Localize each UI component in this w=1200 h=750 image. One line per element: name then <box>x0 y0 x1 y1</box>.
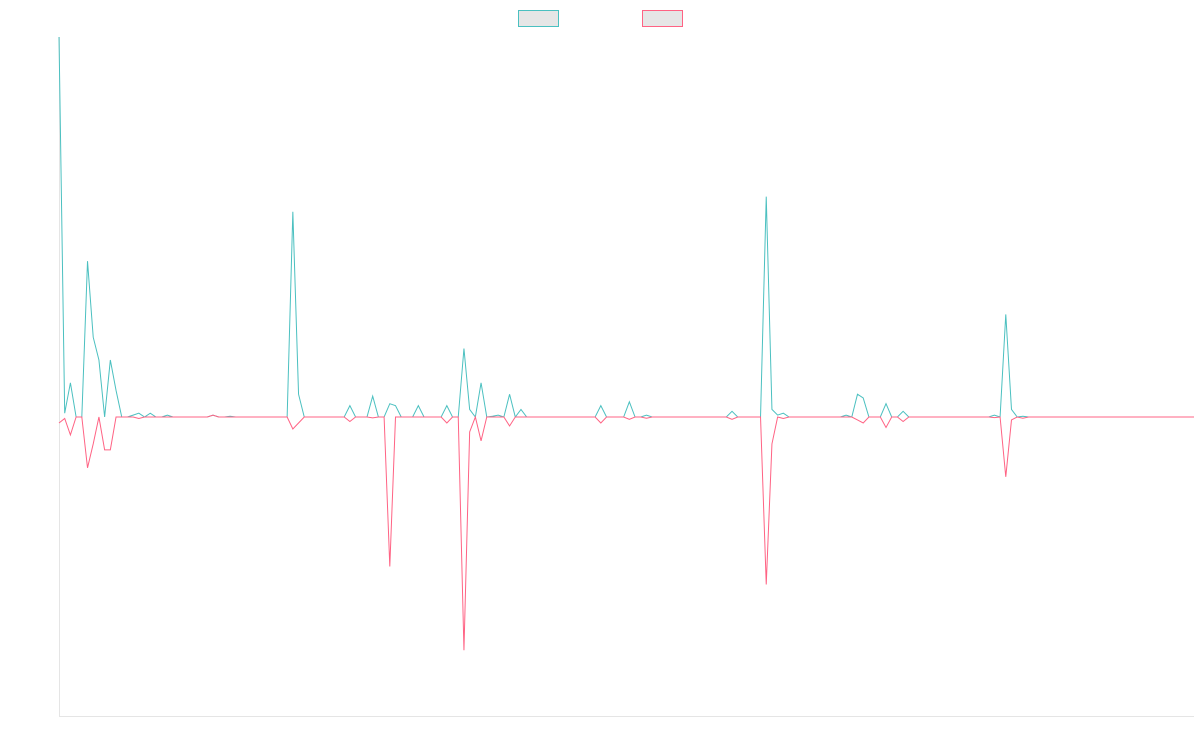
series-line-2 <box>58 414 1194 651</box>
series-layer <box>58 36 1194 651</box>
legend-swatch-2[interactable] <box>642 10 683 27</box>
legend <box>518 10 683 27</box>
legend-swatch-1[interactable] <box>518 10 559 27</box>
series-line-1 <box>58 36 1194 419</box>
